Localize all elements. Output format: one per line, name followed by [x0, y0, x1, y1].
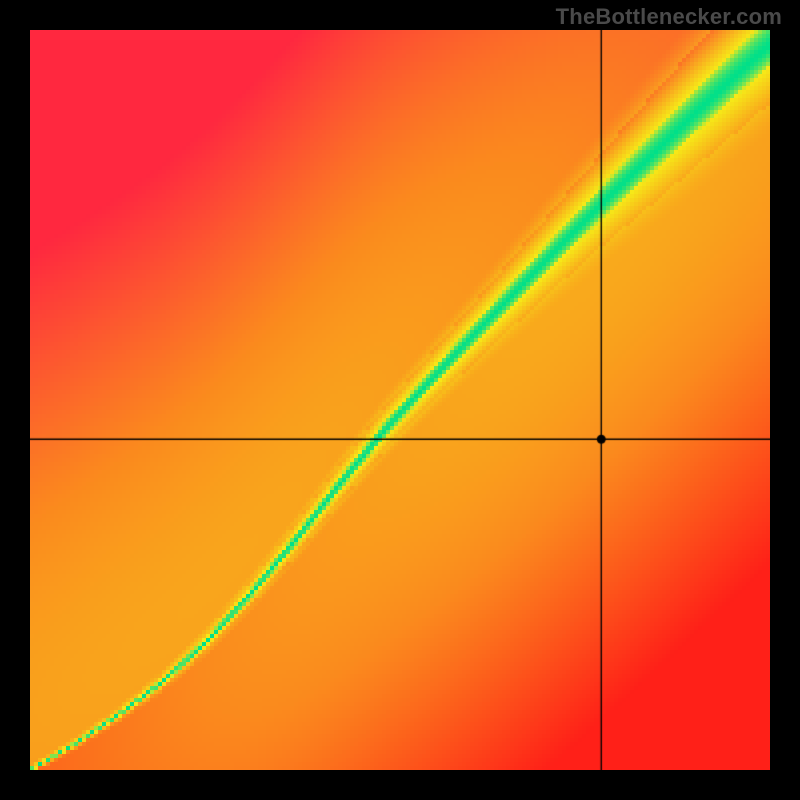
chart-frame: TheBottlenecker.com [0, 0, 800, 800]
watermark-label: TheBottlenecker.com [556, 4, 782, 30]
overlay-canvas [30, 30, 770, 770]
